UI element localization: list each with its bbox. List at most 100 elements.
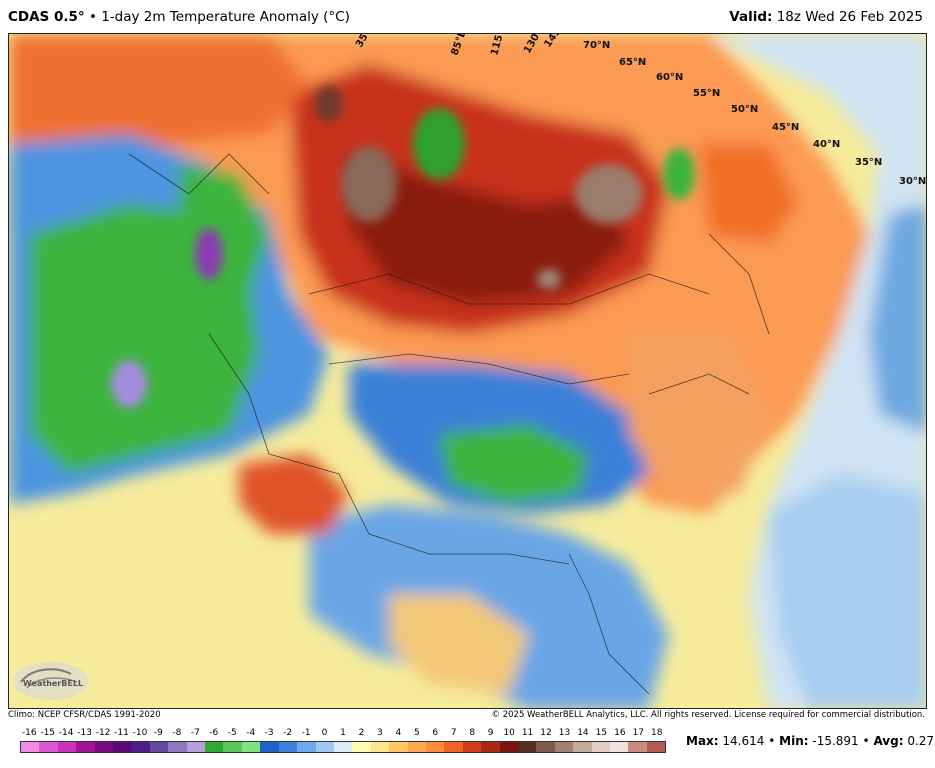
lat-label: 45°N (772, 122, 799, 133)
legend-tick-label: -5 (227, 728, 237, 738)
valid-label: Valid: (729, 9, 773, 25)
legend-ticks: -16 -15 -14 -13 -12 -11 -10 -9 -8 -7 -6 -5 -4 -3 -2 -1 0… (20, 728, 666, 740)
legend-tick-label: -14 (58, 728, 74, 738)
legend-cell (39, 742, 58, 752)
legend-tick-label: 16 (614, 728, 626, 738)
legend-tick-label: 9 (487, 728, 494, 738)
max-label: Max: (686, 734, 719, 748)
legend-tick-label: -10 (132, 728, 148, 738)
legend-cell (352, 742, 371, 752)
stats-summary: Max: 14.614 • Min: -15.891 • Avg: 0.273 (686, 734, 935, 748)
legend-tick-label: -2 (283, 728, 293, 738)
header-bar: CDAS 0.5° • 1-day 2m Temperature Anomaly… (0, 0, 935, 34)
lat-label: 65°N (619, 57, 646, 68)
avg-label: Avg: (873, 734, 904, 748)
stats-sep: • (862, 734, 870, 748)
legend-cell (223, 742, 242, 752)
legend-tick-label: -15 (40, 728, 56, 738)
legend-tick-label: -4 (246, 728, 256, 738)
lat-label: 50°N (731, 104, 758, 115)
lat-label: 30°N (899, 176, 926, 187)
legend-cell (315, 742, 334, 752)
legend-cell (57, 742, 77, 752)
legend-tick-label: 4 (395, 728, 402, 738)
legend-cell (333, 742, 353, 752)
legend-tick-label: -16 (21, 728, 37, 738)
legend-cell (646, 742, 666, 752)
legend-cell (425, 742, 445, 752)
anomaly-map[interactable]: 70°N 65°N 60°N 55°N 50°N 45°N 40°N 35°N … (8, 33, 927, 709)
legend-cell (21, 742, 40, 752)
max-value: 14.614 (722, 734, 765, 748)
copyright-note: © 2025 WeatherBELL Analytics, LLC. All r… (491, 710, 925, 720)
title-separator: • (88, 9, 97, 25)
legend-tick-label: 10 (503, 728, 515, 738)
valid-time: Valid: 18z Wed 26 Feb 2025 (729, 9, 923, 25)
lat-label: 35°N (855, 157, 882, 168)
lat-label: 60°N (656, 72, 683, 83)
legend-cell (186, 742, 206, 752)
legend-cell (591, 742, 610, 752)
legend-cell (628, 742, 647, 752)
legend-tick-label: -7 (190, 728, 200, 738)
legend-tick-label: -1 (301, 728, 311, 738)
legend-cell (278, 742, 298, 752)
legend-tick-label: 18 (651, 728, 663, 738)
legend-tick-label: 1 (340, 728, 346, 738)
border-lines (128, 153, 770, 695)
min-label: Min: (779, 734, 809, 748)
legend-tick-label: -11 (114, 728, 129, 738)
legend-tick-label: 8 (469, 728, 476, 738)
legend-cell (389, 742, 408, 752)
legend-cell (76, 742, 95, 752)
swirl-logo-icon: WeatherBELL (13, 662, 89, 700)
legend-tick-label: 3 (377, 728, 383, 738)
lat-label: 70°N (583, 40, 610, 51)
legend-tick-label: 7 (450, 728, 457, 738)
lat-label: 55°N (693, 88, 720, 99)
legend-cell (610, 742, 629, 752)
legend-cell (444, 742, 463, 752)
valid-value: 18z Wed 26 Feb 2025 (776, 9, 923, 25)
legend-cell (499, 742, 518, 752)
legend-cell (149, 742, 169, 752)
legend-cell (94, 742, 114, 752)
logo-text: WeatherBELL (23, 679, 83, 688)
legend-cell (297, 742, 316, 752)
legend-tick-label: 14 (577, 728, 589, 738)
legend-cell (407, 742, 426, 752)
legend-cell (113, 742, 132, 752)
stats-sep: • (768, 734, 776, 748)
legend-cell (241, 742, 261, 752)
legend-cell (205, 742, 224, 752)
legend-tick-label: -9 (153, 728, 163, 738)
legend-tick-label: 12 (540, 728, 552, 738)
legend-cell (168, 742, 187, 752)
legend-tick-label: -8 (172, 728, 182, 738)
legend-tick-label: 11 (521, 728, 534, 738)
legend-tick-label: 15 (595, 728, 608, 738)
legend-cell (260, 742, 279, 752)
map-title: CDAS 0.5° • 1-day 2m Temperature Anomaly… (8, 9, 350, 25)
product-name: 1-day 2m Temperature Anomaly (°C) (101, 9, 350, 25)
color-legend: -16 -15 -14 -13 -12 -11 -10 -9 -8 -7 -6 -5 -4 -3 -2 -1 0… (20, 728, 666, 764)
legend-tick-label: -3 (264, 728, 274, 738)
legend-cell (536, 742, 555, 752)
legend-tick-label: 0 (321, 728, 328, 738)
lat-label: 40°N (813, 139, 840, 150)
legend-tick-label: 5 (413, 728, 420, 738)
legend-cell (517, 742, 537, 752)
map-canvas: 70°N 65°N 60°N 55°N 50°N 45°N 40°N 35°N … (9, 34, 926, 708)
legend-cell (462, 742, 482, 752)
legend-cell (573, 742, 592, 752)
legend-cell (554, 742, 574, 752)
legend-tick-label: -12 (95, 728, 111, 738)
legend-tick-label: 17 (632, 728, 645, 738)
legend-tick-label: -13 (77, 728, 92, 738)
avg-value: 0.273 (907, 734, 935, 748)
climo-note: Climo: NCEP CFSR/CDAS 1991-2020 (8, 710, 161, 720)
legend-tick-label: -6 (209, 728, 219, 738)
legend-cell (370, 742, 390, 752)
min-value: -15.891 (812, 734, 859, 748)
legend-cell (131, 742, 150, 752)
